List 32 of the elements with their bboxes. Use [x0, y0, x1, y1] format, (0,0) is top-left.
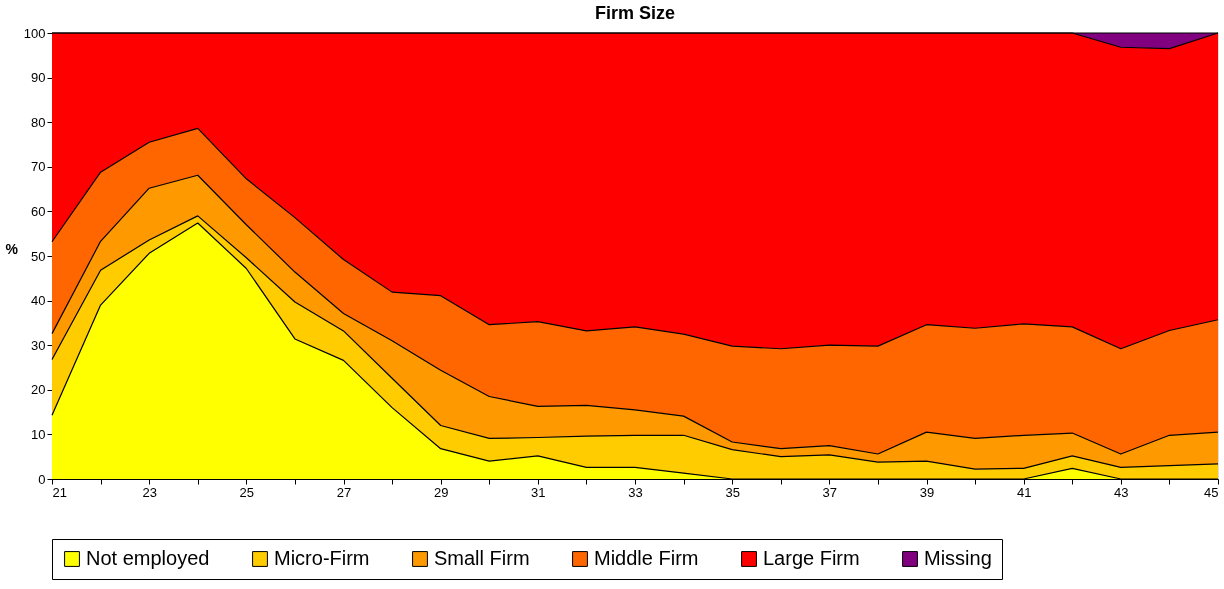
y-tick-label: 30	[31, 337, 46, 353]
x-tick-label: 45	[1204, 484, 1219, 500]
y-tick-label: 60	[31, 203, 46, 219]
y-tick-label: 20	[31, 382, 46, 398]
x-tick-label: 41	[1016, 484, 1032, 500]
legend-label: Small Firm	[434, 547, 530, 569]
legend-label: Missing	[924, 547, 992, 569]
y-tick-label: 100	[23, 25, 46, 41]
y-tick-label: 40	[31, 293, 46, 309]
y-tick-label: 80	[31, 114, 46, 130]
x-tick-label: 25	[239, 484, 255, 500]
x-tick-label: 21	[52, 484, 67, 500]
legend-label: Micro-Firm	[274, 547, 370, 569]
legend-label: Not employed	[86, 547, 210, 569]
x-tick-label: 33	[628, 484, 643, 500]
y-axis-title: %	[5, 240, 19, 257]
x-tick-label: 29	[433, 484, 449, 500]
x-tick-label: 27	[336, 484, 352, 500]
x-tick-label: 31	[531, 484, 546, 500]
y-tick-label: 70	[31, 159, 46, 175]
chart-title: Firm Size	[594, 3, 676, 23]
x-tick-label: 23	[142, 484, 157, 500]
x-tick-label: 37	[822, 484, 838, 500]
x-tick-label: 35	[725, 484, 740, 500]
x-tick-label: 39	[919, 484, 935, 500]
legend-label: Middle Firm	[594, 547, 699, 569]
y-tick-label: 10	[31, 426, 46, 442]
y-tick-label: 0	[38, 471, 46, 487]
y-tick-label: 50	[31, 248, 46, 264]
y-tick-label: 90	[31, 70, 46, 86]
x-tick-label: 43	[1114, 484, 1129, 500]
legend-label: Large Firm	[763, 547, 860, 569]
